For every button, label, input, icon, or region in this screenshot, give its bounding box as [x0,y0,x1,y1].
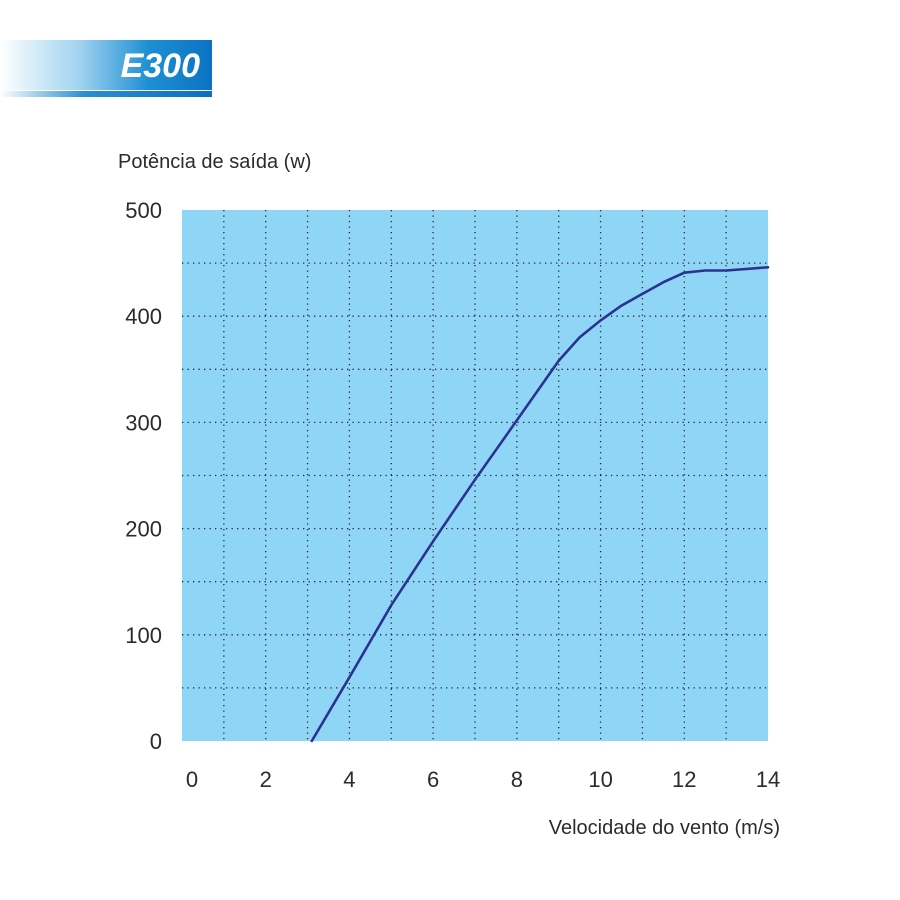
x-tick-label: 0 [186,767,198,792]
y-tick-labels: 0 100 200 300 400 500 [125,198,162,754]
y-tick-label: 200 [125,517,162,542]
series-line [310,266,770,743]
y-tick-label: 500 [125,198,162,223]
x-axis-label: Velocidade do vento (m/s) [549,817,780,839]
x-tick-label: 6 [427,767,439,792]
y-tick-label: 300 [125,410,162,435]
badge-gradient [0,40,212,90]
badge-underline [0,91,212,97]
model-badge: E300 [0,40,212,100]
x-tick-label: 14 [756,767,780,792]
x-tick-label: 8 [511,767,523,792]
x-tick-label: 12 [672,767,696,792]
grid-lines [182,210,768,741]
y-axis-label: Potência de saída (w) [118,151,311,173]
x-tick-label: 2 [260,767,272,792]
y-tick-label: 400 [125,304,162,329]
x-tick-label: 10 [588,767,612,792]
x-tick-labels: 0 2 4 6 8 10 12 14 [186,767,780,792]
y-tick-label: 100 [125,623,162,648]
badge-label: E300 [120,47,200,85]
y-tick-label: 0 [150,729,162,754]
x-tick-label: 4 [343,767,355,792]
